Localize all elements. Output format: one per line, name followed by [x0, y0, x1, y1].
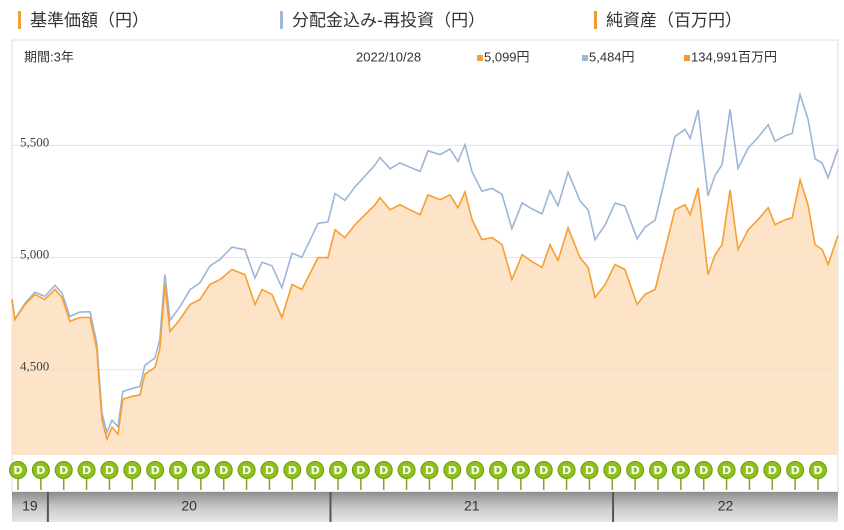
dividend-label: D	[631, 464, 640, 477]
dividend-marker	[694, 461, 713, 479]
legend-swatch	[18, 11, 21, 29]
dividend-label: D	[516, 464, 525, 477]
dividend-marker	[169, 461, 187, 479]
dividend-label: D	[562, 464, 571, 477]
latest-swatch	[477, 55, 483, 61]
dividend-label: D	[13, 464, 22, 477]
dividend-label: D	[219, 464, 228, 477]
line	[11, 176, 839, 442]
latest-label: 5,484円	[589, 49, 635, 64]
legend-label: 純資産（百万円）	[606, 11, 742, 31]
dividend-marker	[54, 461, 73, 479]
dividend-marker	[626, 461, 645, 479]
dividend-marker	[9, 461, 27, 479]
dividend-marker	[649, 461, 667, 479]
plot: 4,500 5,000 5,500	[11, 91, 839, 456]
dividend-marker	[283, 461, 302, 479]
dividend-label: D	[379, 464, 388, 477]
legend-swatch	[594, 11, 597, 29]
dividend-label: D	[653, 464, 662, 477]
dividend-label: D	[36, 464, 45, 477]
dividend-label: D	[333, 464, 342, 477]
latest-swatch	[684, 55, 690, 61]
dividend-marker	[557, 461, 576, 479]
dividend-marker	[237, 461, 256, 479]
dividend-label: D	[173, 464, 182, 477]
dividend-label: D	[59, 464, 68, 477]
dividend-label: D	[471, 464, 480, 477]
dividend-marker	[260, 461, 279, 479]
dividend-label: D	[493, 464, 502, 477]
dividend-label: D	[745, 464, 754, 477]
x-tick-label: 22	[718, 498, 734, 514]
dividend-marker	[580, 461, 599, 479]
dividend-marker	[306, 461, 325, 479]
y-tick-label: 5,000	[20, 247, 49, 262]
dividend-marker	[123, 461, 142, 479]
latest-swatch	[582, 55, 588, 61]
y-tick-label: 5,500	[20, 134, 49, 149]
dividend-marker	[671, 461, 690, 479]
dividend-label: D	[768, 464, 777, 477]
dividend-marker	[534, 461, 553, 479]
dividend-label: D	[722, 464, 731, 477]
dividend-label: D	[448, 464, 457, 477]
dividend-marker	[489, 461, 507, 479]
dividend-label: D	[585, 464, 594, 477]
dividend-marker	[443, 461, 462, 479]
legend-label: 分配金込み-再投資（円）	[292, 11, 485, 31]
dividend-label: D	[402, 464, 411, 477]
dividend-marker	[603, 461, 622, 479]
dividend-marker	[786, 461, 805, 479]
dividend-marker	[31, 461, 50, 479]
dividend-label: D	[196, 464, 205, 477]
dividend-marker	[740, 461, 759, 479]
dividend-label: D	[813, 464, 822, 477]
dividend-label: D	[82, 464, 91, 477]
y-tick-label: 4,500	[20, 359, 49, 374]
x-axis-band	[12, 492, 838, 522]
dividend-label: D	[242, 464, 251, 477]
dividend-marker	[511, 461, 530, 479]
dividend-marker	[763, 461, 782, 479]
dividend-label: D	[539, 464, 548, 477]
dividend-label: D	[608, 464, 617, 477]
dividend-label: D	[425, 464, 434, 477]
dividend-label: D	[265, 464, 274, 477]
dividend-marker	[77, 461, 96, 479]
dividend-label: D	[791, 464, 800, 477]
dividend-label: D	[105, 464, 114, 477]
dividend-marker	[351, 461, 370, 479]
dividend-marker	[397, 461, 416, 479]
latest-label: 5,099円	[484, 49, 530, 64]
dividend-label: D	[311, 464, 320, 477]
dividend-label: D	[699, 464, 708, 477]
dividend-marker	[717, 461, 736, 479]
dividend-marker	[191, 461, 210, 479]
dividend-marker	[809, 461, 827, 479]
date-label: 2022/10/28	[356, 49, 421, 64]
x-tick-label: 21	[464, 498, 480, 514]
dividend-label: D	[676, 464, 685, 477]
dividend-label: D	[128, 464, 137, 477]
dividend-marker	[146, 461, 165, 479]
dividend-marker	[214, 461, 233, 479]
x-tick-label: 20	[181, 498, 197, 514]
dividend-marker	[374, 461, 393, 479]
area	[12, 179, 838, 456]
dividend-label: D	[356, 464, 365, 477]
line	[11, 91, 839, 436]
dividend-label: D	[288, 464, 297, 477]
legend-label: 基準価額（円）	[30, 11, 149, 31]
dividend-marker	[466, 461, 485, 479]
dividend-marker	[420, 461, 439, 479]
dividend-marker	[329, 461, 347, 479]
period-label: 期間:3年	[24, 49, 74, 64]
legend-swatch	[280, 11, 283, 29]
dividend-label: D	[151, 464, 160, 477]
dividend-marker	[100, 461, 119, 479]
x-tick-label: 19	[22, 498, 38, 514]
latest-label: 134,991百万円	[691, 49, 777, 64]
